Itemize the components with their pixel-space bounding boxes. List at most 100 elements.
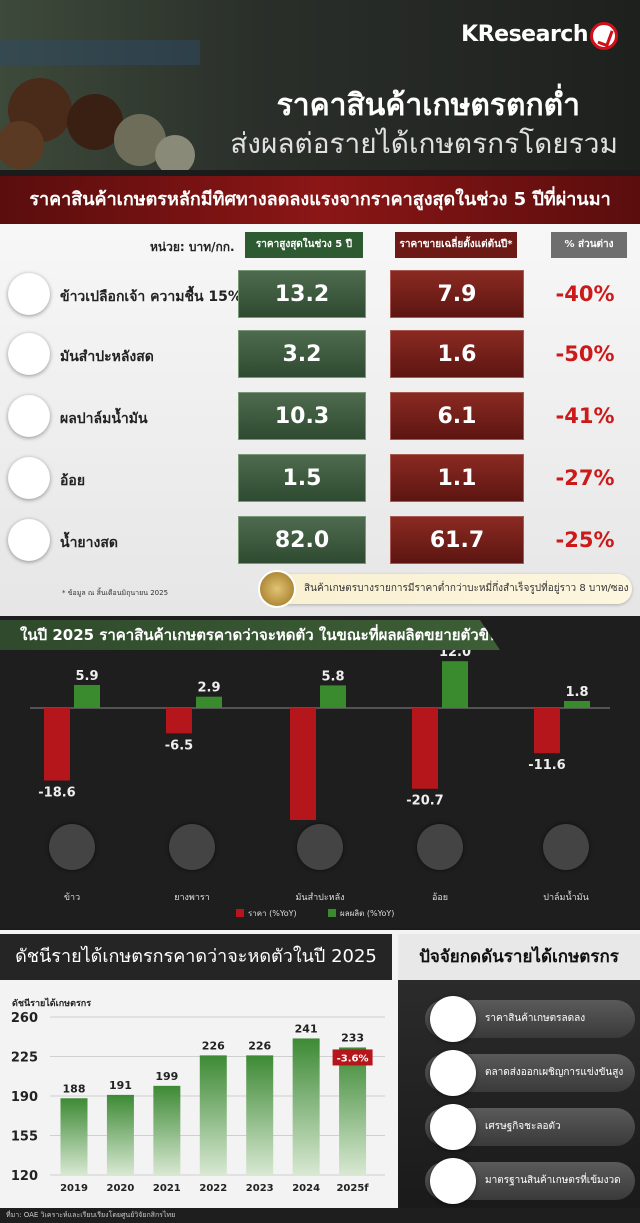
x-tick-label: 2024 [292,1183,320,1194]
x-tick-label: 2022 [199,1183,227,1194]
output-label: 5.8 [321,669,344,684]
palm-fruit-icon [8,395,50,437]
income-bar [60,1098,88,1175]
output-bar [196,696,222,708]
crop-label: ข้าว [63,893,81,903]
brand-logo: KResearch [461,22,588,47]
price-bar [44,708,70,781]
cell-avg-price: 7.9 [390,270,524,318]
rice-grain-icon [8,273,50,315]
factors-title: ปัจจัยกดดันรายได้เกษตรกร [398,934,640,980]
crop-label: ยางพารา [174,893,210,903]
row-label: มันสำปะหลังสด [60,349,154,365]
rice-icon [49,824,95,870]
row-label: ผลปาล์มน้ำมัน [60,411,148,427]
income-value-label: 188 [63,1082,86,1095]
sugarcane-icon [417,824,463,870]
income-bar [153,1085,181,1175]
price-label: -18.6 [38,786,75,801]
income-value-label: 226 [248,1039,271,1052]
note-text: สินค้าเกษตรบางรายการมีราคาต่ำกว่าบะหมี่ก… [304,583,629,594]
income-bar [106,1094,134,1175]
income-value-label: 226 [202,1039,225,1052]
note-box: สินค้าเกษตรบางรายการมีราคาต่ำกว่าบะหมี่ก… [258,570,632,608]
income-bar [339,1047,367,1175]
x-tick-label: 2020 [107,1183,135,1194]
yoy-chart-panel [0,616,640,928]
cell-avg-price: 1.1 [390,454,524,502]
palm-fruit-illustration [0,40,200,170]
income-bar [292,1038,320,1175]
section1-title: ราคาสินค้าเกษตรหลักมีทิศทางลดลงแรงจากราค… [0,176,640,224]
crop-label: ปาล์มน้ำมัน [543,893,589,903]
x-tick-label: 2019 [60,1183,88,1194]
price-bar [166,708,192,734]
row-label: น้ำยางสด [60,535,118,551]
standards-document-icon [430,1158,476,1204]
cell-high-price: 13.2 [238,270,366,318]
row-label: ข้าวเปลือกเจ้า ความชื้น 15% [60,289,242,305]
row-label: อ้อย [60,473,86,489]
income-value-label: 241 [295,1022,318,1035]
income-chart-title: ดัชนีรายได้เกษตรกรคาดว่าจะหดตัวในปี 2025 [0,934,392,980]
source-note: ที่มา: OAE วิเคราะห์และเรียบเรียงโดยศูนย… [0,1208,640,1223]
output-bar [74,684,100,708]
export-competition-icon [430,1050,476,1096]
cell-diff-pct: -25% [555,528,615,552]
x-tick-label: 2025f [336,1183,369,1194]
cell-avg-price: 6.1 [390,392,524,440]
x-tick-label: 2021 [153,1183,181,1194]
yoy-chart-title: ในปี 2025 ราคาสินค้าเกษตรคาดว่าจะหดตัว ใ… [0,620,500,650]
price-bar [290,708,316,820]
footnote: * ข้อมูล ณ สิ้นเดือนมิถุนายน 2025 [62,589,169,597]
crop-label: มันสำปะหลัง [295,893,345,903]
rice-grain-icon [258,570,296,608]
unit-label: หน่วย: บาท/กก. [150,240,235,254]
cell-high-price: 1.5 [238,454,366,502]
output-label: 5.9 [75,669,98,684]
cassava-icon [297,824,343,870]
change-badge-label: -3.6% [337,1053,369,1064]
cell-high-price: 82.0 [238,516,366,564]
sugarcane-icon [8,457,50,499]
change-badge [332,1049,373,1066]
yoy-bar-chart: -18.65.9-6.52.9-36.15.8-20.712.0-11.61.8 [30,650,610,820]
col-header-diff: % ส่วนต่าง [551,232,627,258]
y-tick-label: 225 [11,1051,38,1066]
cell-high-price: 3.2 [238,330,366,378]
cell-diff-pct: -41% [555,404,615,428]
cell-diff-pct: -27% [555,466,615,490]
y-tick-label: 120 [11,1169,38,1184]
income-value-label: 199 [155,1070,178,1083]
crop-label: อ้อย [431,893,449,903]
palm-fruit-icon [543,824,589,870]
output-label: 1.8 [565,685,588,700]
cell-high-price: 10.3 [238,392,366,440]
income-bar [246,1055,274,1175]
income-value-label: 233 [341,1031,364,1044]
rubber-latex-icon [8,519,50,561]
hero-banner [0,0,640,170]
income-bar-chart: 120 155 190 225 260 188 2019 191 2020 199 2021 226 2… [11,1011,385,1194]
income-bar [199,1055,227,1175]
output-label: 2.9 [197,681,220,696]
price-bar [412,708,438,789]
cell-diff-pct: -40% [555,282,615,306]
rubber-tapping-icon [169,824,215,870]
price-label: -6.5 [165,738,193,753]
price-label: -20.7 [406,794,443,809]
cell-avg-price: 61.7 [390,516,524,564]
output-bar [320,685,346,708]
economic-slowdown-icon [430,1104,476,1150]
income-value-label: 191 [109,1079,132,1092]
kbank-logo-icon [590,22,618,50]
output-label: 12.0 [439,650,471,660]
y-tick-label: 190 [11,1090,38,1105]
legend-output: ผลผลิต (%YoY) [328,907,394,920]
cell-avg-price: 1.6 [390,330,524,378]
page-title: ราคาสินค้าเกษตรตกต่ำ [276,88,580,123]
price-bar [534,708,560,754]
x-tick-label: 2023 [246,1183,274,1194]
price-label: -11.6 [528,758,565,773]
output-bar [442,661,468,708]
